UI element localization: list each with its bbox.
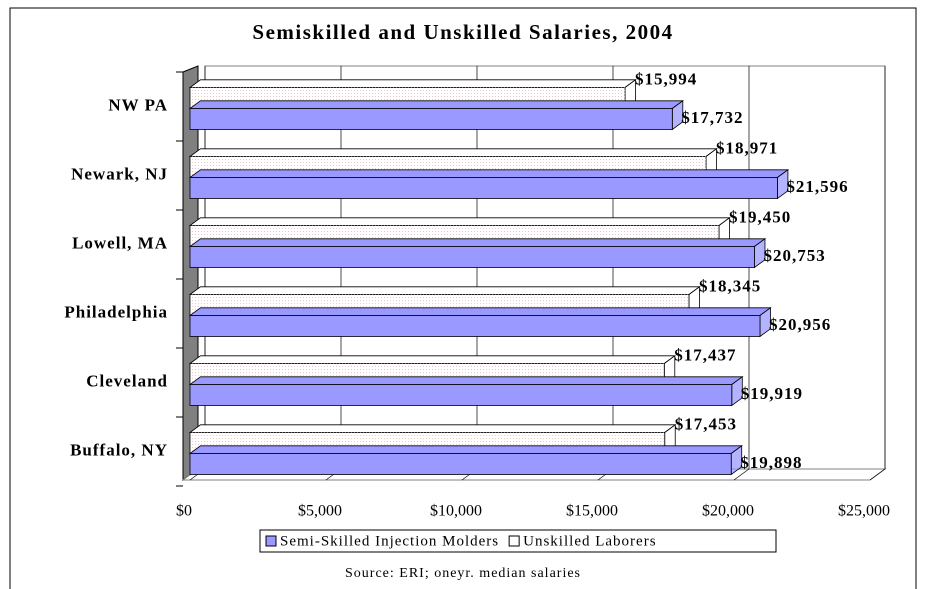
- y-tick-label: Cleveland: [86, 371, 168, 390]
- grid-line: [733, 66, 750, 481]
- bar: [189, 246, 755, 268]
- source: Source: ERI; oneyr. median salaries: [345, 566, 581, 581]
- x-tick-label: $20,000: [702, 503, 754, 520]
- bar-top: [188, 355, 677, 364]
- data-label: $17,437: [674, 345, 736, 364]
- y-tick-label: Philadelphia: [64, 302, 168, 321]
- y-tick-label: Newark, NJ: [71, 164, 168, 183]
- bar-top: [188, 445, 743, 454]
- data-label: $20,956: [769, 315, 831, 334]
- bar-top: [188, 217, 731, 226]
- data-label: $21,596: [786, 177, 848, 196]
- bar: [189, 453, 732, 475]
- x-tick-label: $10,000: [430, 503, 482, 520]
- bar: [189, 384, 733, 406]
- legend-label: Unskilled Laborers: [523, 533, 656, 549]
- data-label: $18,345: [699, 276, 761, 295]
- y-tick-label: NW PA: [108, 95, 168, 114]
- bar-top: [188, 376, 744, 385]
- legend-swatch: [508, 535, 520, 547]
- data-label: $15,994: [635, 69, 697, 88]
- bar-top: [188, 100, 685, 109]
- bar: [189, 108, 673, 130]
- y-tick-label: Buffalo, NY: [70, 440, 168, 459]
- chart-title: Semiskilled and Unskilled Salaries, 2004: [252, 20, 673, 44]
- grid-line: [869, 66, 886, 481]
- bar-top: [188, 79, 637, 88]
- bar: [189, 177, 778, 199]
- x-tick-label: $25,000: [838, 503, 890, 520]
- data-label: $19,919: [741, 384, 803, 403]
- bar: [189, 315, 761, 337]
- bar-top: [188, 307, 772, 316]
- data-label: $18,971: [716, 138, 778, 157]
- data-label: $19,898: [740, 453, 802, 472]
- bar-top: [188, 238, 767, 247]
- bar-top: [188, 286, 701, 295]
- x-tick-label: $0: [176, 503, 192, 520]
- bar-top: [188, 148, 718, 157]
- bar-top: [188, 169, 790, 178]
- data-label: $20,753: [763, 246, 825, 265]
- x-tick-label: $15,000: [566, 503, 618, 520]
- legend-swatch: [265, 535, 277, 547]
- legend-label: Semi-Skilled Injection Molders: [280, 533, 499, 549]
- data-label: $17,732: [681, 108, 743, 127]
- bar-top: [188, 424, 677, 433]
- y-tick-label: Lowell, MA: [72, 233, 168, 252]
- x-tick-label: $5,000: [298, 503, 342, 520]
- data-label: $19,450: [729, 207, 791, 226]
- data-label: $17,453: [675, 414, 737, 433]
